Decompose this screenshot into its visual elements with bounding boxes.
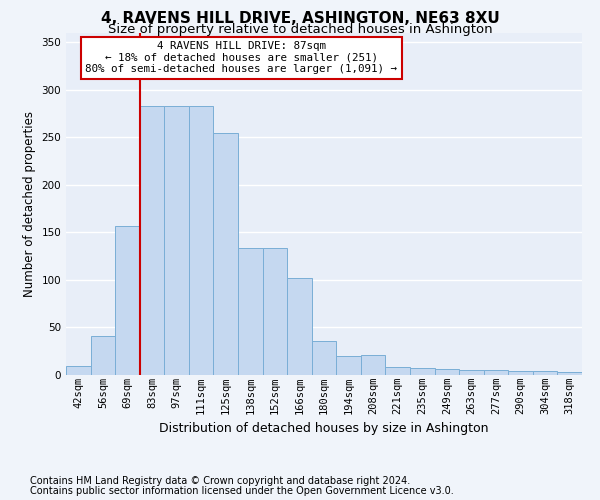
Text: 4, RAVENS HILL DRIVE, ASHINGTON, NE63 8XU: 4, RAVENS HILL DRIVE, ASHINGTON, NE63 8X… [101,11,499,26]
Text: Contains HM Land Registry data © Crown copyright and database right 2024.: Contains HM Land Registry data © Crown c… [30,476,410,486]
Bar [91,336,115,375]
Bar [336,356,361,375]
Bar [140,106,164,375]
Bar [189,106,214,375]
Bar [410,368,434,375]
Bar [66,366,91,375]
Bar [459,370,484,375]
Bar [214,134,238,375]
Bar [263,248,287,375]
Bar [164,106,189,375]
Bar [533,371,557,375]
X-axis label: Distribution of detached houses by size in Ashington: Distribution of detached houses by size … [159,422,489,435]
Bar [287,278,312,375]
Bar [385,368,410,375]
Bar [508,371,533,375]
Text: Size of property relative to detached houses in Ashington: Size of property relative to detached ho… [107,22,493,36]
Bar [312,341,336,375]
Text: Contains public sector information licensed under the Open Government Licence v3: Contains public sector information licen… [30,486,454,496]
Bar [361,355,385,375]
Bar [115,226,140,375]
Bar [557,372,582,375]
Bar [484,370,508,375]
Y-axis label: Number of detached properties: Number of detached properties [23,111,36,296]
Text: 4 RAVENS HILL DRIVE: 87sqm
← 18% of detached houses are smaller (251)
80% of sem: 4 RAVENS HILL DRIVE: 87sqm ← 18% of deta… [85,41,397,74]
Bar [434,370,459,375]
Bar [238,248,263,375]
